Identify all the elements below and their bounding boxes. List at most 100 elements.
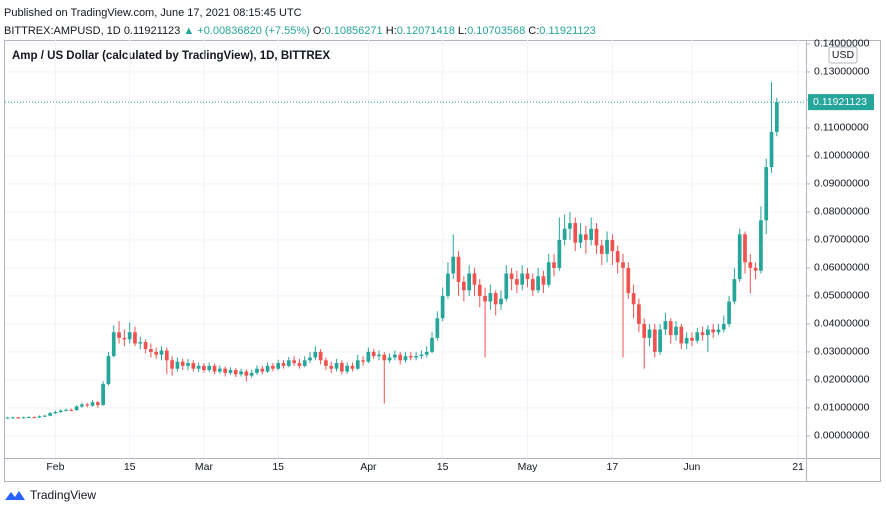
candle-body (21, 417, 26, 419)
candle-body (663, 321, 668, 330)
candle-body (743, 234, 747, 263)
candle-body (286, 360, 291, 366)
candle-body (244, 371, 249, 376)
candle-body (748, 262, 753, 268)
candle-body (255, 368, 259, 373)
candle-body (727, 301, 731, 324)
x-tick-label: Feb (46, 461, 64, 473)
candle-body (48, 413, 52, 416)
candle-body (308, 357, 312, 361)
y-tick-label: 0.04000000 (814, 318, 870, 330)
candle-body (271, 365, 275, 369)
candle-body (387, 357, 392, 361)
candle-body (149, 349, 153, 352)
open-label: O: (312, 25, 325, 37)
candle-body (769, 131, 774, 168)
candle-body (536, 276, 540, 291)
candle-body (530, 279, 535, 291)
brand-name: TradingView (30, 488, 97, 502)
candle-body (393, 354, 397, 358)
candle-body (202, 365, 206, 371)
close-label: C: (528, 25, 540, 37)
candle-body (154, 351, 159, 355)
candle-body (594, 228, 599, 246)
candle-body (80, 404, 84, 407)
y-tick-label: 0.06000000 (814, 262, 870, 274)
x-tick-label: Jun (683, 461, 700, 473)
candle-body (223, 368, 227, 373)
candle-body (515, 279, 519, 285)
candle-body (557, 239, 562, 268)
y-tick-label: 0.03000000 (814, 346, 870, 358)
candle-body (239, 371, 243, 375)
candle-body (573, 223, 578, 243)
candle-body (690, 337, 694, 341)
candle-body (339, 363, 344, 372)
candle-body (90, 402, 95, 406)
candle-body (212, 365, 217, 372)
grid (5, 40, 806, 458)
candle-body (228, 370, 233, 373)
candle-body (355, 360, 360, 369)
candle-body (403, 356, 408, 361)
candle-body (260, 368, 265, 372)
candle-body (721, 323, 726, 330)
y-tick-label: 0.00000000 (814, 430, 870, 442)
candle-body (58, 410, 63, 413)
candle-body (658, 329, 662, 352)
candle-body (435, 318, 440, 338)
candle-body (716, 329, 721, 333)
candle-body (711, 329, 716, 333)
y-tick-label: 0.10000000 (814, 150, 870, 162)
low-value: 0.10703568 (467, 25, 526, 37)
symbol-line: BITTREX:AMPUSD, 1D 0.11921123 ▲ +0.00836… (4, 22, 596, 40)
y-tick-label: 0.09000000 (814, 178, 870, 190)
candle-body (324, 360, 328, 366)
candle-body (430, 337, 434, 352)
candle-body (589, 228, 594, 240)
candle-body (637, 304, 641, 324)
y-tick-label: 0.02000000 (814, 374, 870, 386)
candle-body (133, 332, 137, 344)
candle-body (440, 295, 445, 319)
candle-body (446, 273, 450, 296)
candle-body (138, 342, 143, 344)
close-value: 0.11921123 (539, 25, 596, 37)
candle-body (631, 293, 636, 305)
candle-body (520, 273, 525, 285)
candle-body (615, 251, 620, 263)
candle-body (313, 351, 318, 358)
candle-body (382, 354, 387, 361)
candle-body (143, 342, 148, 350)
candle-body (249, 372, 254, 376)
candle-body (584, 234, 588, 240)
last-price-box (808, 94, 874, 111)
candle-body (706, 329, 710, 336)
change: ▲ +0.00836820 (+7.55%) (183, 25, 310, 37)
candle-body (472, 273, 477, 285)
x-tick-label: Apr (360, 461, 377, 473)
candle-body (16, 417, 21, 419)
x-tick-label: 21 (792, 461, 804, 473)
x-tick-label: May (518, 461, 539, 473)
candle-body (11, 417, 15, 419)
candle-body (329, 365, 334, 369)
candle-body (674, 326, 678, 336)
candle-body (366, 351, 371, 362)
candle-body (499, 298, 503, 305)
candle-body (684, 337, 689, 344)
candle-body (732, 279, 737, 302)
open-value: 0.10856271 (324, 25, 383, 37)
candle-body (599, 245, 604, 254)
candle-body (53, 412, 58, 414)
candle-body (626, 267, 631, 294)
candle-body (737, 234, 742, 280)
candle-body (398, 354, 403, 361)
brand-logo (5, 491, 25, 500)
candle-body (408, 356, 413, 358)
candle-body (700, 332, 705, 336)
candle-body (217, 368, 222, 372)
candle-body (292, 360, 296, 364)
candle-body (652, 329, 657, 352)
